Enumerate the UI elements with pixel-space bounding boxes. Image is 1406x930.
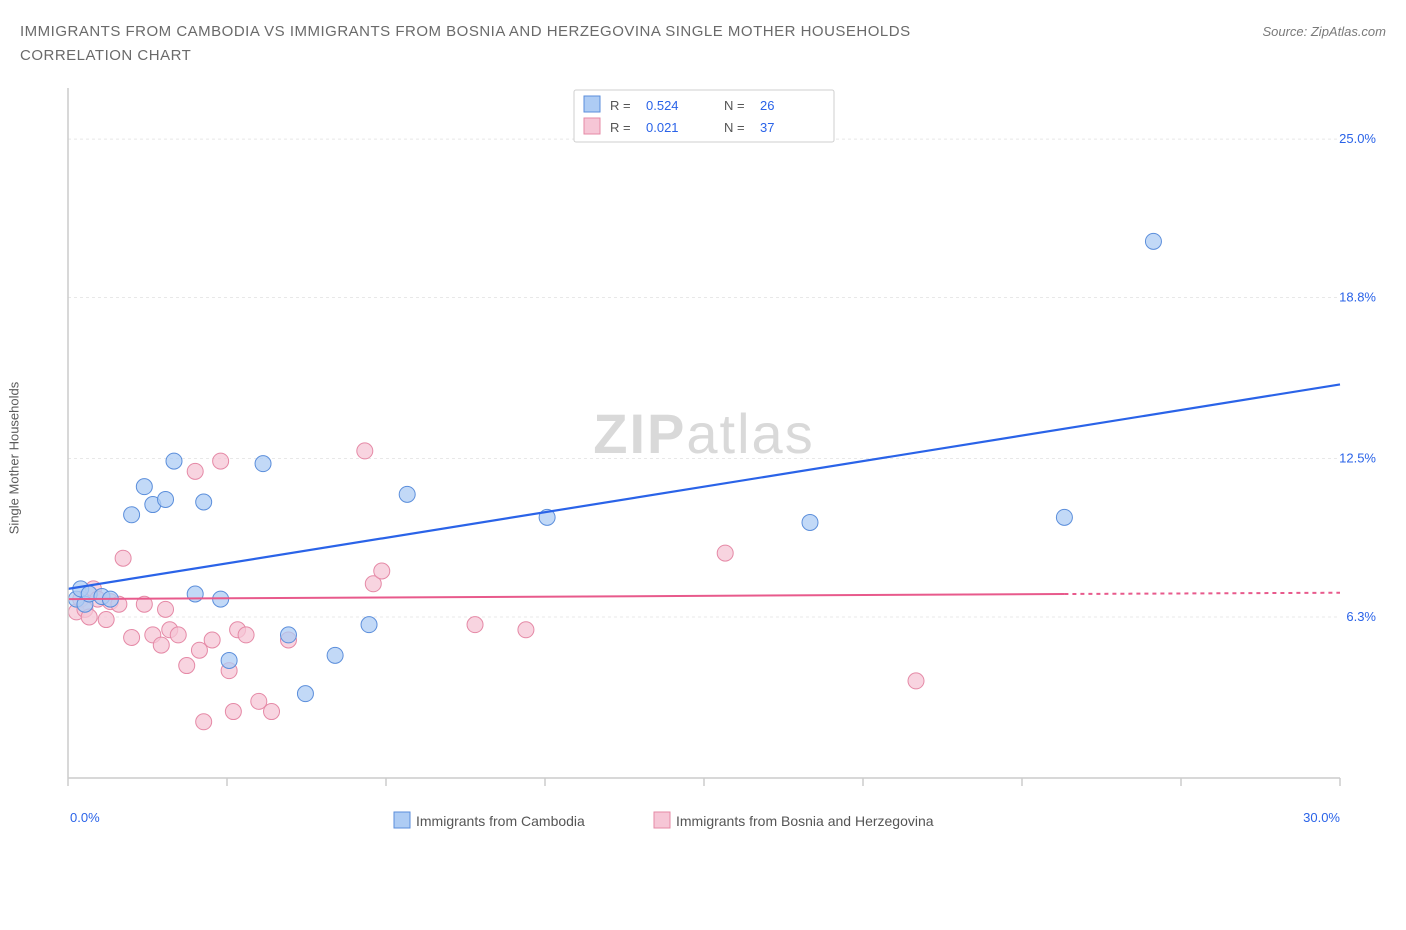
chart-container: Single Mother Households 6.3%12.5%18.8%2…: [20, 78, 1386, 838]
point-cambodia: [280, 627, 296, 643]
correlation-chart: 6.3% 12.5% 18.8% 25.0% ZIPatlas 0.0% 30.0% R = 0…: [20, 78, 1380, 838]
chart-title-line2: CORRELATION CHART: [20, 44, 1386, 68]
point-cambodia: [361, 617, 377, 633]
point-bosnia: [357, 443, 373, 459]
point-cambodia: [166, 453, 182, 469]
svg-text:26: 26: [760, 98, 774, 113]
point-cambodia: [255, 456, 271, 472]
point-bosnia: [179, 658, 195, 674]
point-cambodia: [221, 652, 237, 668]
svg-text:37: 37: [760, 120, 774, 135]
point-cambodia: [1056, 509, 1072, 525]
svg-text:0.0%: 0.0%: [70, 810, 100, 825]
y-axis-label: Single Mother Households: [7, 382, 22, 534]
point-bosnia: [170, 627, 186, 643]
point-bosnia: [204, 632, 220, 648]
svg-text:R =: R =: [610, 98, 631, 113]
source-name: ZipAtlas.com: [1311, 24, 1386, 39]
svg-text:12.5%: 12.5%: [1339, 451, 1376, 466]
point-bosnia: [158, 601, 174, 617]
svg-text:18.8%: 18.8%: [1339, 290, 1376, 305]
point-cambodia: [136, 479, 152, 495]
point-cambodia: [802, 514, 818, 530]
point-cambodia: [187, 586, 203, 602]
point-bosnia: [196, 714, 212, 730]
point-bosnia: [908, 673, 924, 689]
point-cambodia: [158, 491, 174, 507]
point-bosnia: [187, 463, 203, 479]
point-cambodia: [196, 494, 212, 510]
source-credit: Source: ZipAtlas.com: [1262, 24, 1386, 39]
point-bosnia: [717, 545, 733, 561]
title-block: Source: ZipAtlas.com IMMIGRANTS FROM CAM…: [20, 20, 1386, 68]
svg-text:0.021: 0.021: [646, 120, 679, 135]
svg-text:N =: N =: [724, 120, 745, 135]
svg-text:30.0%: 30.0%: [1303, 810, 1340, 825]
svg-text:ZIPatlas: ZIPatlas: [593, 402, 814, 465]
point-bosnia: [98, 612, 114, 628]
trend-bosnia-dash: [1064, 593, 1340, 594]
svg-text:Immigrants from Cambodia: Immigrants from Cambodia: [416, 813, 585, 829]
point-cambodia: [297, 686, 313, 702]
point-cambodia: [1145, 233, 1161, 249]
point-bosnia: [115, 550, 131, 566]
point-bosnia: [374, 563, 390, 579]
svg-text:0.524: 0.524: [646, 98, 679, 113]
point-bosnia: [124, 629, 140, 645]
svg-text:6.3%: 6.3%: [1346, 609, 1376, 624]
point-bosnia: [225, 704, 241, 720]
point-cambodia: [399, 486, 415, 502]
point-bosnia: [518, 622, 534, 638]
point-bosnia: [264, 704, 280, 720]
point-cambodia: [124, 507, 140, 523]
point-bosnia: [213, 453, 229, 469]
svg-text:25.0%: 25.0%: [1339, 131, 1376, 146]
svg-text:Immigrants from Bosnia and Her: Immigrants from Bosnia and Herzegovina: [676, 813, 934, 829]
svg-text:R =: R =: [610, 120, 631, 135]
source-prefix: Source:: [1262, 24, 1310, 39]
point-bosnia: [238, 627, 254, 643]
point-cambodia: [327, 647, 343, 663]
point-bosnia: [467, 617, 483, 633]
point-bosnia: [153, 637, 169, 653]
svg-text:N =: N =: [724, 98, 745, 113]
chart-title-line1: IMMIGRANTS FROM CAMBODIA VS IMMIGRANTS F…: [20, 20, 1386, 44]
